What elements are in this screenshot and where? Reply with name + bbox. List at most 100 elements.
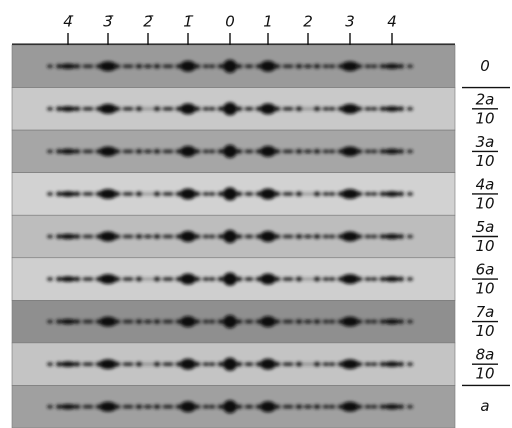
- subsidiary-spot: [287, 235, 293, 239]
- subsidiary-spot: [194, 277, 200, 282]
- order-label: 2̄: [143, 13, 154, 31]
- subsidiary-spot: [74, 192, 80, 197]
- subsidiary-spot: [209, 277, 215, 281]
- subsidiary-spot: [136, 234, 142, 239]
- diffraction-spot: [144, 405, 152, 408]
- subsidiary-spot: [176, 319, 182, 324]
- subsidiary-spot: [287, 405, 293, 409]
- subsidiary-spot: [338, 277, 344, 282]
- subsidiary-spot: [74, 234, 80, 239]
- subsidiary-spot: [365, 405, 371, 409]
- diffraction-spot: [180, 61, 196, 72]
- subsidiary-spot: [194, 64, 200, 69]
- subsidiary-spot: [287, 362, 293, 366]
- row-denominator: 10: [475, 280, 494, 298]
- diffraction-spot: [223, 60, 237, 73]
- subsidiary-spot: [256, 106, 262, 111]
- subsidiary-spot: [274, 192, 280, 197]
- subsidiary-spot: [87, 362, 93, 366]
- subsidiary-spot: [407, 320, 413, 324]
- subsidiary-spot: [398, 64, 404, 69]
- subsidiary-spot: [365, 277, 371, 281]
- diffraction-spot: [260, 231, 276, 242]
- subsidiary-spot: [365, 107, 371, 111]
- subsidiary-spot: [274, 234, 280, 239]
- subsidiary-spot: [114, 149, 120, 154]
- subsidiary-spot: [194, 234, 200, 239]
- diffraction-spot: [144, 235, 152, 238]
- diffraction-spot: [180, 316, 196, 327]
- diffraction-spot: [223, 358, 237, 371]
- subsidiary-spot: [209, 192, 215, 196]
- subsidiary-spot: [96, 106, 102, 111]
- subsidiary-spot: [274, 277, 280, 282]
- subsidiary-spot: [323, 150, 329, 154]
- subsidiary-spot: [296, 319, 302, 324]
- subsidiary-spot: [127, 235, 133, 239]
- subsidiary-spot: [296, 149, 302, 154]
- subsidiary-spot: [296, 277, 302, 282]
- subsidiary-spot: [356, 64, 362, 69]
- subsidiary-spot: [323, 235, 329, 239]
- subsidiary-spot: [209, 150, 215, 154]
- subsidiary-spot: [114, 404, 120, 409]
- subsidiary-spot: [167, 192, 173, 196]
- subsidiary-spot: [47, 150, 53, 154]
- subsidiary-spot: [371, 405, 377, 409]
- subsidiary-spot: [287, 277, 293, 281]
- subsidiary-spot: [209, 107, 215, 111]
- subsidiary-spot: [398, 404, 404, 409]
- subsidiary-spot: [236, 192, 242, 197]
- subsidiary-spot: [323, 405, 329, 409]
- subsidiary-spot: [365, 320, 371, 324]
- diffraction-spot: [223, 102, 237, 115]
- subsidiary-spot: [218, 234, 224, 239]
- subsidiary-spot: [371, 107, 377, 111]
- subsidiary-spot: [329, 405, 335, 409]
- subsidiary-spot: [47, 277, 53, 281]
- subsidiary-spot: [96, 192, 102, 197]
- subsidiary-spot: [176, 192, 182, 197]
- subsidiary-spot: [127, 150, 133, 154]
- diffraction-spot: [223, 187, 237, 200]
- subsidiary-spot: [56, 192, 62, 197]
- subsidiary-spot: [329, 64, 335, 68]
- subsidiary-spot: [96, 404, 102, 409]
- diffraction-spot: [304, 405, 312, 408]
- subsidiary-spot: [176, 64, 182, 69]
- subsidiary-spot: [256, 234, 262, 239]
- diffraction-spot: [260, 61, 276, 72]
- subsidiary-spot: [74, 362, 80, 367]
- subsidiary-spot: [329, 150, 335, 154]
- subsidiary-spot: [56, 149, 62, 154]
- subsidiary-spot: [407, 362, 413, 366]
- order-label: 2: [303, 13, 313, 31]
- subsidiary-spot: [218, 149, 224, 154]
- subsidiary-spot: [176, 362, 182, 367]
- subsidiary-spot: [127, 320, 133, 324]
- subsidiary-spot: [380, 319, 386, 324]
- subsidiary-spot: [247, 150, 253, 154]
- diffraction-spot: [180, 146, 196, 157]
- subsidiary-spot: [74, 106, 80, 111]
- diffraction-spot: [144, 150, 152, 153]
- subsidiary-spot: [114, 277, 120, 282]
- diffraction-spot: [260, 103, 276, 114]
- subsidiary-spot: [56, 234, 62, 239]
- subsidiary-spot: [87, 320, 93, 324]
- diffraction-spot: [384, 361, 400, 367]
- subsidiary-spot: [371, 320, 377, 324]
- diffraction-spot: [384, 64, 400, 70]
- subsidiary-spot: [74, 319, 80, 324]
- subsidiary-spot: [96, 64, 102, 69]
- subsidiary-spot: [247, 362, 253, 366]
- subsidiary-spot: [407, 64, 413, 68]
- subsidiary-spot: [407, 405, 413, 409]
- diffraction-spot: [180, 103, 196, 114]
- subsidiary-spot: [136, 277, 142, 282]
- diffraction-spot: [60, 319, 76, 325]
- subsidiary-spot: [356, 106, 362, 111]
- subsidiary-spot: [338, 319, 344, 324]
- subsidiary-spot: [96, 149, 102, 154]
- subsidiary-spot: [287, 192, 293, 196]
